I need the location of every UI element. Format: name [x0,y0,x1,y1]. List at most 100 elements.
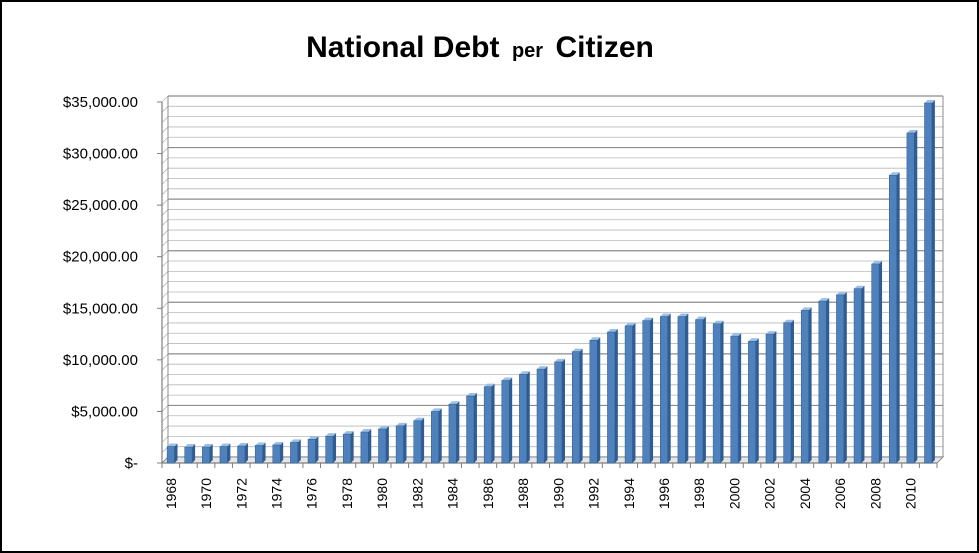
bar-2007 [853,285,865,464]
bar-side [843,291,847,463]
bar-top [642,317,654,321]
bar-side [315,436,319,463]
x-tick-label: 1986 [480,478,496,509]
side-wall-gridline [161,136,169,144]
side-wall-gridline [161,106,169,113]
bar-side [861,285,865,463]
bar-side [209,444,213,463]
bar-side [262,442,266,463]
x-axis-tick-labels: 1968 1970 1972 1974 1976 1978 1980 1982 1984 1986… [163,478,919,509]
side-wall-gridline [161,291,169,299]
bar-side [773,331,777,463]
bar-front [466,395,475,464]
bar-side [667,313,671,463]
bar-front [571,351,580,464]
bar-front [800,310,809,464]
bar-top [889,172,900,176]
bar-top [589,337,601,341]
bar-2002 [765,331,777,464]
x-tick-label: 2008 [867,478,883,509]
bar-side [509,377,513,463]
bar-side [227,443,231,463]
bar-1989 [536,366,548,464]
bar-1985 [466,392,477,464]
chart-title: National Debt per Citizen [306,31,654,64]
bar-front [290,442,299,464]
bar-2008 [871,260,883,464]
bar-front [342,433,351,464]
bar-top [202,444,213,448]
y-tick-label: $10,000.00 [63,352,138,369]
bar-2005 [818,298,830,464]
bar-front [519,374,528,464]
bar-1990 [554,358,566,464]
bar-1992 [589,337,601,464]
bar-front [836,294,845,464]
bar-top [290,439,301,443]
bar-front [554,361,563,464]
bar-front [924,102,933,464]
bar-top [272,441,284,445]
bar-1981 [395,422,407,464]
side-wall-gridline [161,363,169,371]
bar-1968 [166,443,178,464]
side-wall-gridline [161,209,169,216]
bar-top [219,443,231,447]
bar-side [896,172,900,463]
bar-side [738,333,742,463]
bar-side [473,392,477,463]
bar-front [483,386,492,464]
bar-top [484,383,495,387]
bar-top [255,442,266,446]
bar-top [378,425,389,429]
bar-top [924,100,935,104]
bar-side [650,317,654,463]
bar-front [254,445,263,464]
x-tick-label: 1972 [233,478,249,509]
side-wall-gridline [161,167,169,175]
x-tick-label: 1984 [445,478,461,509]
side-wall-gridline [161,353,169,361]
bar-front [219,446,228,464]
bar-front [818,300,827,464]
y-tick-label: $5,000.00 [71,403,138,420]
x-tick-label: 2010 [903,478,919,509]
side-wall-gridline [161,322,169,330]
bar-top [695,316,706,320]
bar-front [431,411,439,464]
bar-1972 [237,442,248,464]
bar-front [695,319,704,464]
bar-side [632,322,636,463]
side-wall-gridline [161,229,169,237]
bar-1974 [272,441,284,464]
bar-top [501,377,513,381]
side-wall-gridline [161,425,169,433]
x-tick-label: 1976 [304,478,320,509]
bar-side [614,329,618,463]
bar-1987 [501,377,513,464]
bar-front [501,380,510,464]
bar-1975 [290,439,301,464]
bar-1980 [378,425,389,464]
x-tick-label: 1982 [409,478,425,509]
bar-side [562,358,566,463]
bar-top [906,129,918,133]
bar-front [607,331,616,464]
bar-front [413,420,422,464]
bar-side [702,316,706,463]
y-tick-label: $25,000.00 [63,197,138,214]
bar-top [660,313,671,317]
bar-front [589,340,598,464]
title-part-2: per [512,40,543,62]
bar-front [871,263,880,464]
bar-side [491,383,495,463]
bar-side [244,442,248,463]
bar-front [783,322,792,464]
bar-front [889,174,897,464]
bar-front [166,446,175,464]
bar-1986 [483,383,495,464]
x-tick-label: 2004 [797,478,813,509]
bar-top [748,338,759,342]
x-tick-label: 1968 [163,478,179,509]
